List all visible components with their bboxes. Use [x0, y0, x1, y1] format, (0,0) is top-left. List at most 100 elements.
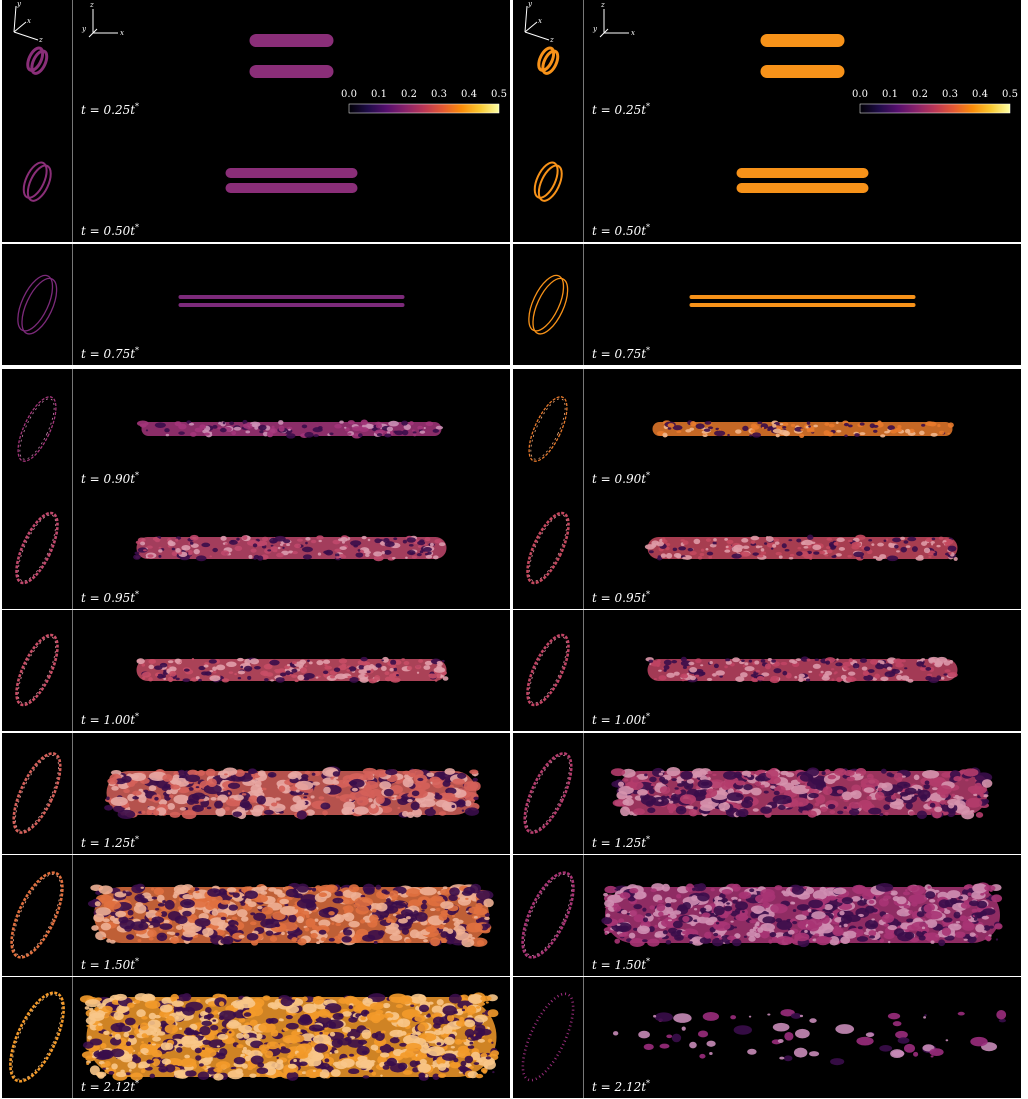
ring-perspective-view [17, 274, 58, 335]
panel-divider [72, 244, 73, 365]
ring-thumbnail [513, 977, 583, 1098]
panel-divider [583, 855, 584, 976]
time-snapshot-row: t = 0.75t* [513, 244, 1021, 365]
ring-side-view: t = 1.50t* [584, 855, 1021, 976]
ring-thumbnail [2, 733, 72, 854]
vortex-ring-lower [178, 303, 405, 307]
colorbar-tick-label: 0.1 [371, 89, 387, 100]
turbulent-vortex-band [601, 882, 1003, 948]
panel-divider [583, 369, 584, 490]
ring-thumbnail [513, 488, 583, 609]
panel-divider [72, 121, 73, 242]
ring-thumbnail [2, 488, 72, 609]
ring-thumbnail [2, 244, 72, 365]
colorbar-tick-label: 0.3 [942, 89, 958, 100]
time-snapshot-row: t = 1.25t* [513, 733, 1021, 854]
ring-thumbnail [2, 855, 72, 976]
time-label: t = 0.25t* [81, 102, 140, 117]
ring-thumbnail: y x z [2, 0, 72, 121]
colorbar-tick-label: 0.0 [852, 89, 868, 100]
turbulent-vortex-band [652, 420, 954, 438]
ring-thumbnail [513, 121, 583, 242]
time-label: t = 2.12t* [81, 1079, 140, 1094]
turbulent-vortex-band [79, 992, 500, 1081]
turbulent-vortex-band [136, 419, 444, 439]
panel-divider [72, 733, 73, 854]
ring-side-view: t = 1.25t* [73, 733, 510, 854]
ring-side-view: t = 0.75t* [73, 244, 510, 365]
time-label: t = 0.75t* [592, 346, 651, 361]
colorbar: 0.0 0.1 0.2 0.3 0.4 0.5 [341, 89, 507, 114]
thumb-axes-triad: y x z [13, 0, 43, 44]
ring-perspective-view [537, 46, 560, 75]
axis-label-x: x [631, 29, 635, 37]
time-snapshot-row: t = 2.12t* [513, 977, 1021, 1098]
vortex-ring-upper [736, 168, 869, 178]
ring-side-view: t = 0.95t* [584, 488, 1021, 609]
main-axes-triad: z y x [592, 1, 635, 38]
vortex-ring-upper [760, 34, 845, 47]
panel-divider [583, 121, 584, 242]
panel-divider [72, 855, 73, 976]
panel-divider [72, 977, 73, 1098]
time-label: t = 0.25t* [592, 102, 651, 117]
ring-perspective-view [10, 871, 64, 959]
ring-thumbnail [2, 610, 72, 731]
time-label: t = 0.90t* [81, 471, 140, 486]
ring-thumbnail [513, 733, 583, 854]
time-snapshot-row: t = 0.90t* [513, 369, 1021, 490]
panel-divider [72, 610, 73, 731]
axis-label-x: x [120, 29, 124, 37]
panel-divider [583, 977, 584, 1098]
vortex-ring-upper [178, 295, 405, 299]
ring-perspective-view [17, 396, 57, 462]
ring-thumbnail [513, 244, 583, 365]
ring-thumbnail [2, 977, 72, 1098]
axis-label-x: x [27, 17, 31, 25]
vortex-ring-lower [760, 65, 845, 78]
ring-side-view: t = 1.00t* [584, 610, 1021, 731]
time-label: t = 1.25t* [592, 835, 651, 850]
panel-divider [72, 488, 73, 609]
panel-divider [72, 369, 73, 490]
ring-side-view: t = 0.90t* [73, 369, 510, 490]
turbulent-vortex-band [104, 766, 481, 820]
ring-perspective-view [526, 511, 570, 585]
axis-label-z: z [38, 36, 43, 44]
ring-perspective-view [521, 992, 575, 1082]
vortex-ring-lower [225, 183, 358, 193]
ring-perspective-view [528, 396, 568, 462]
colorbar-tick-label: 0.5 [1002, 89, 1018, 100]
ring-thumbnail: y x z [513, 0, 583, 121]
turbulent-vortex-band [136, 656, 449, 684]
time-snapshot-row: t = 1.50t* [513, 855, 1021, 976]
turbulent-vortex-band [612, 1009, 1007, 1066]
ring-thumbnail [513, 369, 583, 490]
panel-divider [583, 244, 584, 365]
time-snapshot-row: t = 0.90t* [2, 369, 510, 490]
axis-label-z: z [549, 36, 554, 44]
time-snapshot-row: t = 2.12t* [2, 977, 510, 1098]
vortex-ring-upper [225, 168, 358, 178]
time-label: t = 0.75t* [81, 346, 140, 361]
colorbar-tick-label: 0.2 [401, 89, 417, 100]
ring-perspective-view [15, 511, 59, 585]
time-snapshot-row: t = 0.50t* [2, 121, 510, 242]
time-snapshot-row: y x z z y x 0.0 0.1 0.2 0.3 0.4 0.5 t = 0.25t* [2, 0, 510, 121]
turbulent-vortex-band [645, 656, 958, 684]
colorbar-tick-label: 0.5 [491, 89, 507, 100]
time-snapshot-row: y x z z y x 0.0 0.1 0.2 0.3 0.4 0.5 t = 0.25t* [513, 0, 1021, 121]
right-panel-column: y x z z y x 0.0 0.1 0.2 0.3 0.4 0.5 t = 0.25t* t = 0.… [513, 0, 1021, 1099]
vortex-ring-upper [249, 34, 334, 47]
time-label: t = 0.50t* [592, 223, 651, 238]
ring-side-view: t = 0.95t* [73, 488, 510, 609]
ring-side-view: t = 1.00t* [73, 610, 510, 731]
colorbar-tick-label: 0.0 [341, 89, 357, 100]
vortex-ring-lower [249, 65, 334, 78]
thumb-axes-triad: y x z [524, 0, 554, 44]
turbulent-vortex-band [644, 534, 958, 562]
axis-label-y: y [527, 0, 533, 8]
ring-perspective-view [15, 633, 59, 707]
ring-perspective-view [528, 274, 569, 335]
colorbar-tick-label: 0.4 [461, 89, 477, 100]
